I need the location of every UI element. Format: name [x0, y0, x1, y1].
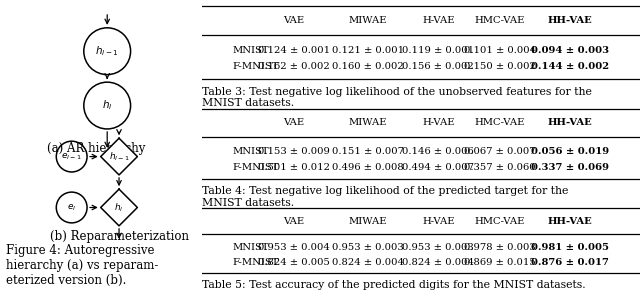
Text: 0.337 ± 0.069: 0.337 ± 0.069	[531, 163, 609, 172]
Text: 0.144 ± 0.002: 0.144 ± 0.002	[531, 62, 609, 71]
Text: 0.357 ± 0.060: 0.357 ± 0.060	[464, 163, 536, 172]
Text: MNIST: MNIST	[232, 243, 269, 252]
Text: HH-VAE: HH-VAE	[547, 217, 592, 226]
Text: H-VAE: H-VAE	[422, 217, 454, 226]
Text: HMC-VAE: HMC-VAE	[474, 118, 525, 128]
Text: 0.124 ± 0.001: 0.124 ± 0.001	[258, 46, 330, 55]
Text: F-MNIST: F-MNIST	[232, 62, 279, 71]
Text: HMC-VAE: HMC-VAE	[474, 217, 525, 226]
Text: 0.067 ± 0.007: 0.067 ± 0.007	[464, 147, 536, 156]
Text: 0.869 ± 0.015: 0.869 ± 0.015	[464, 258, 536, 267]
Text: MIWAE: MIWAE	[349, 118, 387, 128]
Text: F-MNIST: F-MNIST	[232, 258, 279, 267]
Text: $h_l$: $h_l$	[102, 99, 113, 112]
Text: Figure 4: Autoregressive
hierarchy (a) vs reparam-
eterized version (b).: Figure 4: Autoregressive hierarchy (a) v…	[6, 244, 159, 287]
Text: H-VAE: H-VAE	[422, 118, 454, 128]
Text: 0.119 ± 0.001: 0.119 ± 0.001	[403, 46, 474, 55]
Text: 0.953 ± 0.003: 0.953 ± 0.003	[403, 243, 474, 252]
Polygon shape	[100, 138, 138, 175]
Polygon shape	[100, 189, 138, 226]
Text: 0.151 ± 0.007: 0.151 ± 0.007	[332, 147, 404, 156]
Text: HMC-VAE: HMC-VAE	[474, 16, 525, 25]
Text: 0.150 ± 0.002: 0.150 ± 0.002	[464, 62, 536, 71]
Text: 0.153 ± 0.009: 0.153 ± 0.009	[258, 147, 330, 156]
Text: 0.953 ± 0.003: 0.953 ± 0.003	[332, 243, 404, 252]
Text: (a) AR hierarchy: (a) AR hierarchy	[47, 142, 145, 155]
Text: 0.156 ± 0.002: 0.156 ± 0.002	[403, 62, 474, 71]
Text: 0.101 ± 0.004: 0.101 ± 0.004	[463, 46, 536, 55]
Text: H-VAE: H-VAE	[422, 16, 454, 25]
Text: Table 4: Test negative log likelihood of the predicted target for the
MNIST data: Table 4: Test negative log likelihood of…	[202, 186, 568, 208]
Text: $e_l$: $e_l$	[67, 202, 76, 213]
Text: VAE: VAE	[283, 118, 304, 128]
Text: MNIST: MNIST	[232, 147, 269, 156]
Text: 0.162 ± 0.002: 0.162 ± 0.002	[258, 62, 330, 71]
Text: $h_{l-1}$: $h_{l-1}$	[95, 44, 119, 58]
Text: 0.094 ± 0.003: 0.094 ± 0.003	[531, 46, 609, 55]
Text: 0.824 ± 0.004: 0.824 ± 0.004	[332, 258, 404, 267]
Text: 0.978 ± 0.003: 0.978 ± 0.003	[464, 243, 536, 252]
Text: VAE: VAE	[283, 16, 304, 25]
Text: 0.160 ± 0.002: 0.160 ± 0.002	[332, 62, 404, 71]
Text: MIWAE: MIWAE	[349, 16, 387, 25]
Text: MIWAE: MIWAE	[349, 217, 387, 226]
Text: 0.056 ± 0.019: 0.056 ± 0.019	[531, 147, 609, 156]
Text: F-MNIST: F-MNIST	[232, 163, 279, 172]
Text: 0.501 ± 0.012: 0.501 ± 0.012	[258, 163, 330, 172]
Text: VAE: VAE	[283, 217, 304, 226]
Text: HH-VAE: HH-VAE	[547, 16, 592, 25]
Text: 0.494 ± 0.007: 0.494 ± 0.007	[403, 163, 474, 172]
Text: 0.146 ± 0.006: 0.146 ± 0.006	[403, 147, 474, 156]
Text: 0.824 ± 0.004: 0.824 ± 0.004	[403, 258, 474, 267]
Text: (b) Reparameterization: (b) Reparameterization	[51, 230, 189, 243]
Text: $e_{l-1}$: $e_{l-1}$	[61, 151, 82, 162]
Text: 0.876 ± 0.017: 0.876 ± 0.017	[531, 258, 609, 267]
Text: Table 5: Test accuracy of the predicted digits for the MNIST datasets.: Table 5: Test accuracy of the predicted …	[202, 280, 585, 289]
Text: HH-VAE: HH-VAE	[547, 118, 592, 128]
Text: MNIST: MNIST	[232, 46, 269, 55]
Text: $h_{l-1}$: $h_{l-1}$	[109, 150, 129, 163]
Text: 0.953 ± 0.004: 0.953 ± 0.004	[258, 243, 330, 252]
Text: 0.121 ± 0.001: 0.121 ± 0.001	[332, 46, 404, 55]
Text: Table 3: Test negative log likelihood of the unobserved features for the
MNIST d: Table 3: Test negative log likelihood of…	[202, 86, 591, 108]
Text: 0.824 ± 0.005: 0.824 ± 0.005	[258, 258, 330, 267]
Text: 0.981 ± 0.005: 0.981 ± 0.005	[531, 243, 609, 252]
Text: $h_l$: $h_l$	[115, 201, 124, 214]
Text: 0.496 ± 0.008: 0.496 ± 0.008	[332, 163, 404, 172]
